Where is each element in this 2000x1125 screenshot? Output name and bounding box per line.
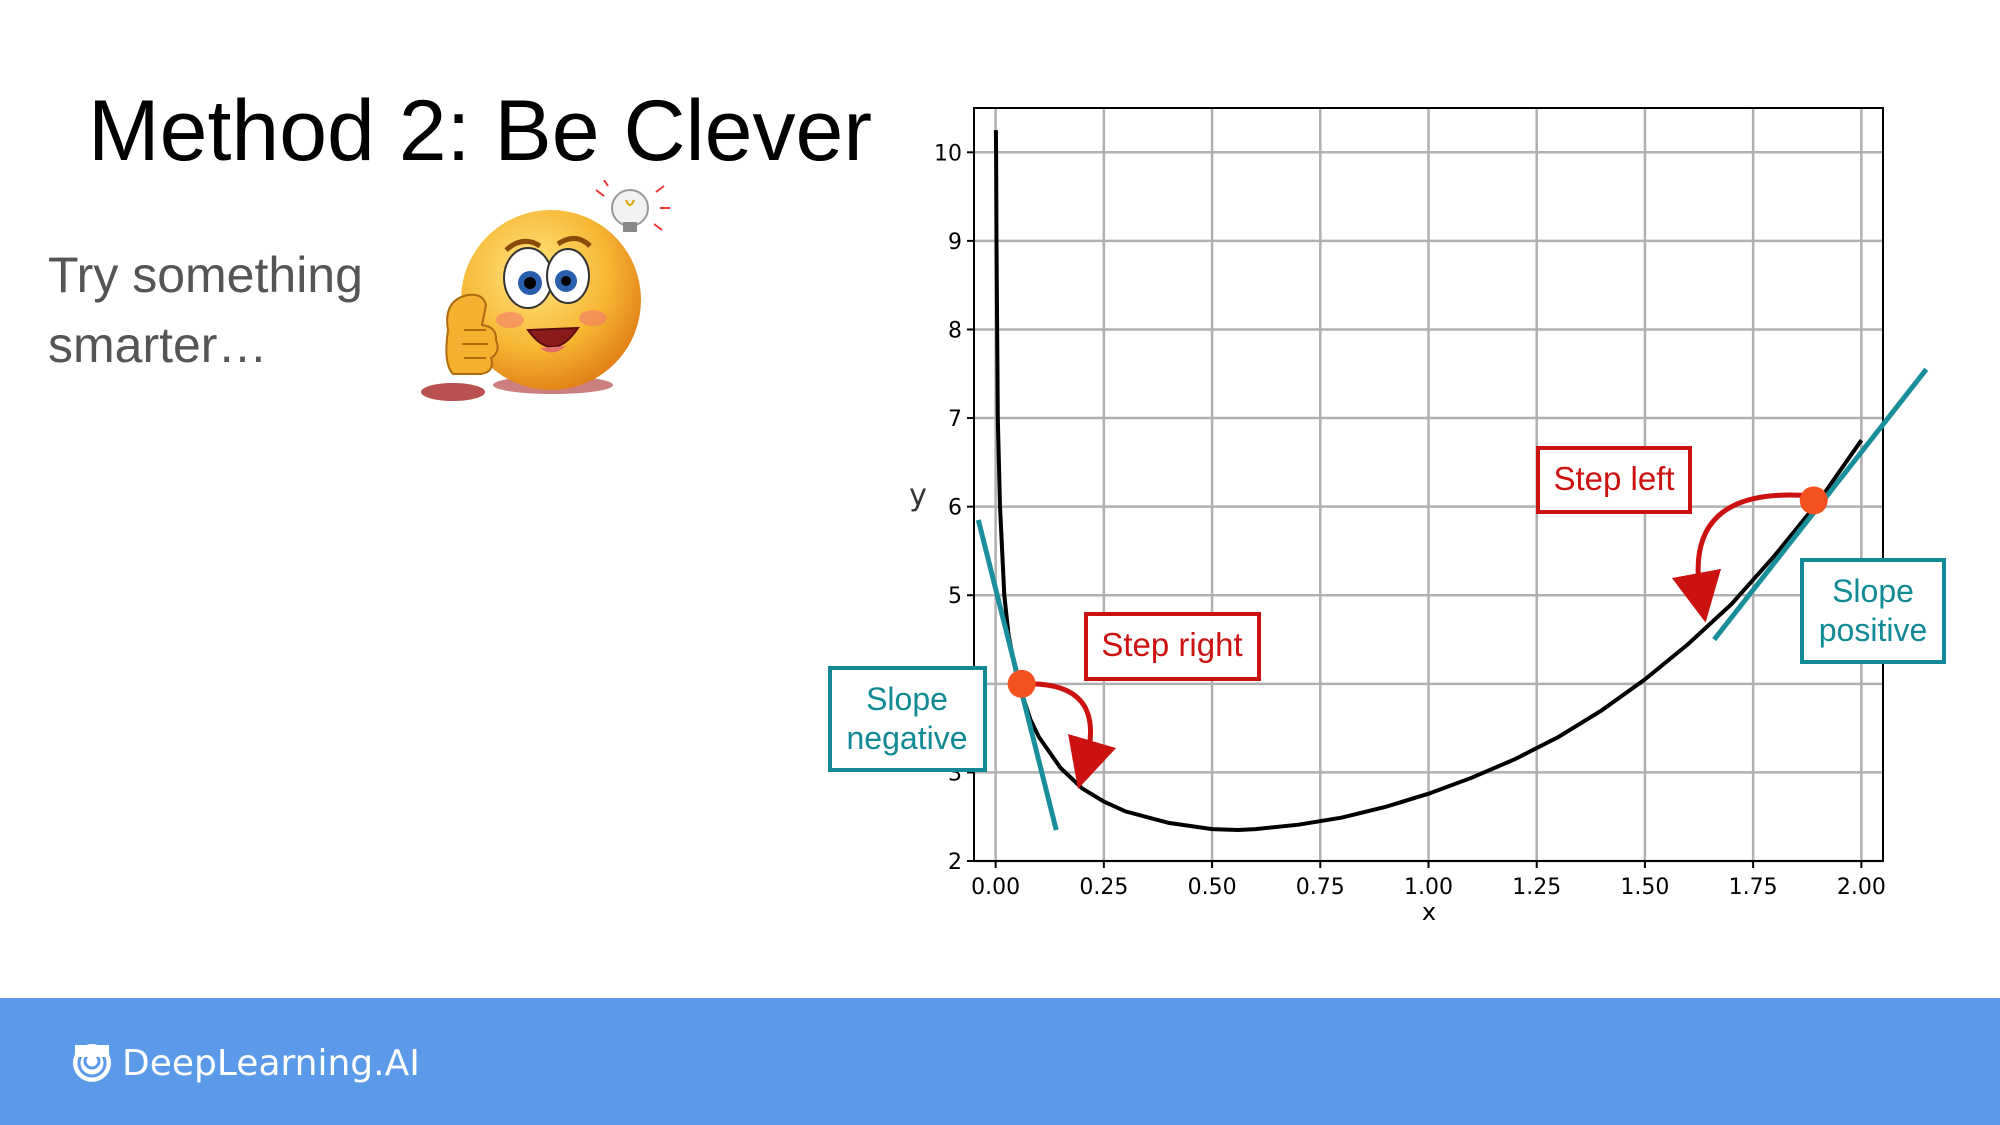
chart-grid — [974, 108, 1883, 863]
series-line — [993, 130, 1864, 833]
annotation-slope-positive: Slope positive — [1800, 558, 1946, 664]
y-tick-label: 9 — [948, 230, 962, 255]
y-tick-label: 5 — [948, 584, 962, 609]
y-tick-label: 6 — [948, 496, 962, 521]
annotation-slope-negative: Slope negative — [828, 666, 987, 772]
svg-text:positive: positive — [1819, 612, 1928, 648]
y-tick-label: 2 — [948, 850, 962, 875]
y-tick-label: 7 — [948, 407, 962, 432]
x-axis-label: x — [1422, 898, 1436, 926]
x-tick-label: 2.00 — [1837, 875, 1886, 900]
annotation-step-left: Step left — [1536, 446, 1692, 514]
lightbulb-icon — [595, 180, 670, 232]
highlight-point-0 — [1007, 669, 1036, 698]
highlight-point-1 — [1799, 486, 1828, 515]
y-axis-label: y — [909, 478, 927, 513]
x-tick-label: 1.50 — [1620, 875, 1669, 900]
footer-brand: DeepLearning.AI — [122, 1042, 420, 1084]
slide-subtitle: Try something smarter… — [48, 247, 363, 373]
slide-title: Method 2: Be Clever — [88, 83, 872, 179]
x-tick-label: 0.50 — [1188, 875, 1237, 900]
svg-text:Step right: Step right — [1101, 626, 1242, 663]
svg-text:Step left: Step left — [1553, 460, 1674, 497]
x-tick-label: 0.25 — [1079, 875, 1128, 900]
deeplearning-logo-icon — [73, 1044, 111, 1082]
svg-text:negative: negative — [847, 720, 968, 756]
x-tick-label: 1.75 — [1729, 875, 1778, 900]
arrow-step-right — [1021, 681, 1117, 789]
svg-text:Slope: Slope — [866, 681, 948, 717]
svg-text:Slope: Slope — [1832, 573, 1914, 609]
x-tick-label: 1.00 — [1404, 875, 1453, 900]
footer-bar: DeepLearning.AI — [0, 998, 2000, 1125]
thinking-emoji-thumbs-up-icon — [421, 180, 670, 401]
chart: 0.000.250.500.751.001.251.501.752.00 234… — [828, 107, 1946, 926]
arrow-step-left — [1671, 492, 1813, 623]
y-tick-label: 8 — [948, 318, 962, 343]
x-tick-label: 1.25 — [1512, 875, 1561, 900]
footer-logo[interactable]: DeepLearning.AI — [70, 1038, 420, 1088]
x-tick-labels: 0.00 0.25 0.50 0.75 1.00 1.25 1.50 1.75 2.00 — [971, 861, 1886, 900]
x-tick-label: 0.75 — [1296, 875, 1345, 900]
y-tick-label: 10 — [934, 141, 962, 166]
highlight-points — [1007, 486, 1828, 698]
x-tick-label: 0.00 — [971, 875, 1020, 900]
annotation-step-right: Step right — [1084, 612, 1261, 681]
